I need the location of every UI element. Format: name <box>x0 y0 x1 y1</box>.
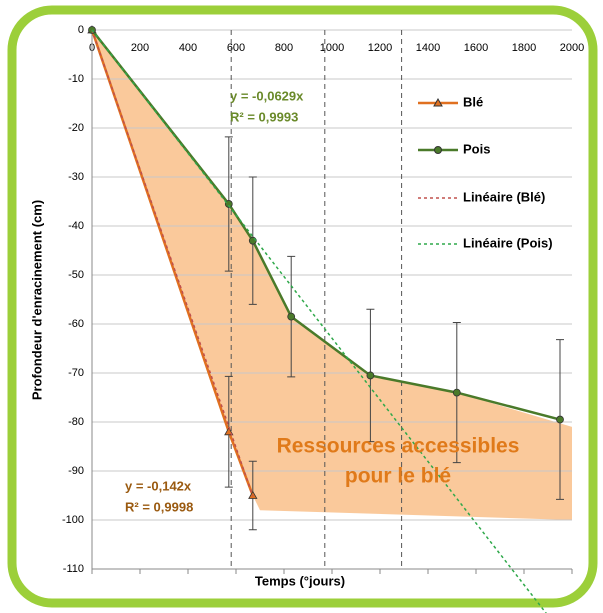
point <box>287 312 296 321</box>
x-tick-label: 800 <box>275 42 293 54</box>
point <box>366 371 375 380</box>
y-tick-label: -20 <box>68 122 84 134</box>
trendline <box>91 29 254 497</box>
y-tick-label: -80 <box>68 416 84 428</box>
annotation: R² = 0,9998 <box>125 499 193 514</box>
y-tick-label: -100 <box>62 514 84 526</box>
annotation: R² = 0,9993 <box>230 109 298 124</box>
point <box>452 388 461 397</box>
shaded-area <box>92 30 572 520</box>
annotation: y = -0,142x <box>125 478 192 493</box>
x-tick-label: 200 <box>131 42 149 54</box>
x-tick-label: 1200 <box>368 42 392 54</box>
y-axis-label: Profondeur d'enracinement (cm) <box>29 200 44 400</box>
legend-marker <box>434 146 442 154</box>
point <box>556 415 564 424</box>
x-tick-label: 1400 <box>416 42 440 54</box>
y-tick-label: -50 <box>68 269 84 281</box>
x-tick-label: 1800 <box>512 42 536 54</box>
y-tick-label: -70 <box>68 367 84 379</box>
annotation: Ressources accessibles <box>277 435 520 458</box>
x-tick-label: 600 <box>227 42 245 54</box>
y-tick-label: -10 <box>68 73 84 85</box>
legend-label: Linéaire (Blé) <box>463 189 545 204</box>
legend-marker <box>433 97 443 107</box>
legend-label: Linéaire (Pois) <box>463 235 553 250</box>
plot: 0-10-20-30-40-50-60-70-80-90-100-1100200… <box>62 24 584 613</box>
annotation: pour le blé <box>345 465 451 488</box>
x-tick-label: 400 <box>179 42 197 54</box>
y-tick-label: -30 <box>68 171 84 183</box>
x-tick-label: 2000 <box>560 42 584 54</box>
x-axis-label: Temps (°jours) <box>255 573 345 588</box>
legend-label: Pois <box>463 141 490 156</box>
y-tick-label: -110 <box>63 563 84 575</box>
x-tick-label: 1600 <box>464 42 488 54</box>
x-tick-label: 1000 <box>320 42 344 54</box>
legend-label: Blé <box>463 94 483 109</box>
y-tick-label: 0 <box>78 24 84 36</box>
y-tick-label: -40 <box>68 220 84 232</box>
y-tick-label: -60 <box>68 318 84 330</box>
point <box>224 200 233 208</box>
trendline <box>91 29 547 613</box>
y-tick-label: -90 <box>68 465 84 477</box>
annotation: y = -0,0629x <box>230 88 304 103</box>
